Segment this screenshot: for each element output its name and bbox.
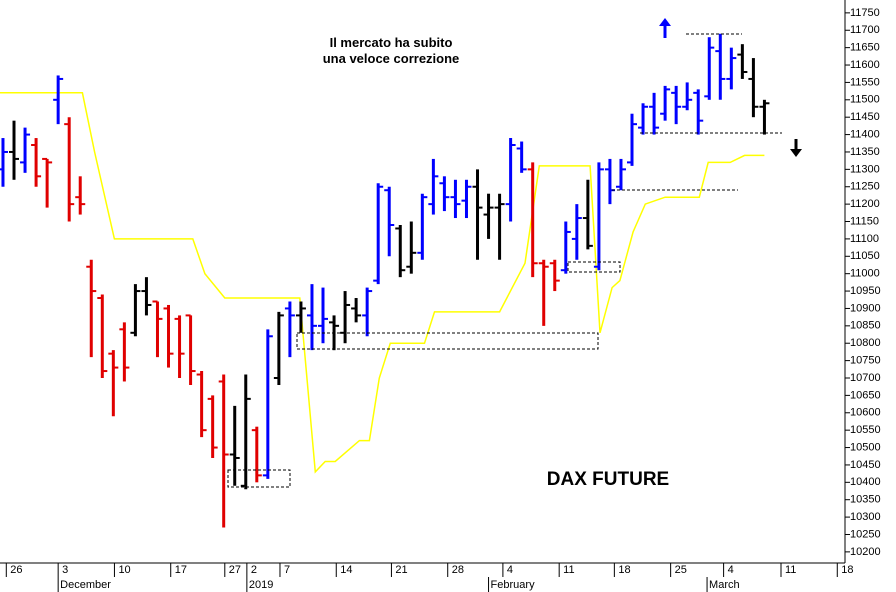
month-label: February [491,579,536,591]
y-tick-label: 11650 [850,42,880,54]
x-tick-label: 11 [563,564,574,576]
y-tick-label: 10750 [850,355,881,367]
x-tick-label: 7 [284,564,290,576]
month-label: December [60,579,111,591]
x-tick-label: 4 [507,564,513,576]
y-tick-label: 10200 [850,546,881,558]
annotation: Il mercato ha subito una veloce correzion… [323,35,460,66]
y-tick-label: 10700 [850,372,881,384]
y-tick-label: 11250 [850,181,880,193]
y-tick-label: 10850 [850,320,881,332]
support-box [227,469,291,488]
y-tick-label: 10600 [850,407,881,419]
y-tick-label: 11050 [850,250,880,262]
x-tick-label: 25 [675,564,687,576]
x-tick-label: 11 [785,564,796,576]
x-tick-label: 4 [728,564,734,576]
y-tick-label: 11400 [850,128,880,140]
y-tick-label: 11500 [850,94,880,106]
y-tick-label: 10550 [850,424,881,436]
y-tick-label: 10450 [850,459,881,471]
x-tick-label: 26 [10,564,22,576]
x-tick-label: 10 [118,564,130,576]
y-tick-label: 11200 [850,198,880,210]
y-tick-label: 10900 [850,302,881,314]
y-tick-label: 10950 [850,285,881,297]
y-tick-label: 11450 [850,111,880,123]
gap-box [567,261,621,273]
up-arrow [659,18,671,38]
y-tick-label: 11600 [850,59,880,71]
plot-area [0,33,770,528]
x-tick-label: 27 [229,564,241,576]
x-tick-label: 3 [62,564,68,576]
x-tick-label: 18 [841,564,853,576]
x-tick-label: 18 [618,564,630,576]
y-tick-label: 11000 [850,268,880,280]
y-tick-label: 11100 [850,233,879,245]
x-tick-label: 14 [340,564,352,576]
x-tick-label: 28 [452,564,464,576]
gap-box [296,332,599,350]
y-tick-label: 11750 [850,7,880,19]
down-arrow [790,139,802,157]
y-tick-label: 10350 [850,494,881,506]
y-tick-label: 11550 [850,76,880,88]
stop-line [0,92,765,474]
y-tick-label: 11150 [850,215,879,227]
month-label: 2019 [249,579,273,591]
x-tick-label: 2 [251,564,257,576]
x-tick-label: 17 [175,564,187,576]
y-tick-label: 11350 [850,146,880,158]
y-tick-label: 10800 [850,337,881,349]
y-tick-label: 10500 [850,441,881,453]
x-tick-label: 21 [395,564,407,576]
chart-title: DAX FUTURE [547,469,669,490]
y-tick-label: 10300 [850,511,881,523]
y-tick-label: 10400 [850,476,881,488]
y-tick-label: 10650 [850,389,881,401]
y-tick-label: 10250 [850,528,881,540]
month-label: March [709,579,740,591]
y-tick-label: 11300 [850,163,880,175]
y-tick-label: 11700 [850,24,880,36]
